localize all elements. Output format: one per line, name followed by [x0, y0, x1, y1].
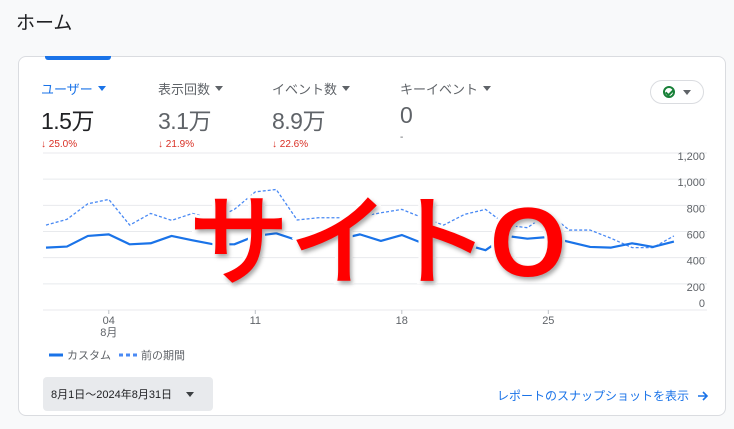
y-tick-label: 1,200: [677, 151, 705, 163]
overlay-watermark-text: サイトO: [187, 187, 569, 297]
active-tab-indicator: [45, 56, 111, 60]
arrow-right-icon: [698, 390, 709, 401]
legend-label-previous: 前の期間: [141, 350, 185, 362]
view-snapshot-label: レポートのスナップショットを表示: [496, 389, 689, 403]
date-range-label: 8月1日～2024年8月31日: [51, 389, 173, 401]
x-tick-sublabel: 8月: [100, 327, 117, 339]
metric-value: 1.5万: [41, 108, 94, 134]
y-tick-label: 1,000: [677, 177, 705, 189]
legend-dashed-swatch: [119, 353, 137, 357]
metric-delta: -: [400, 132, 404, 143]
metric-label: ユーザー: [41, 82, 93, 97]
metric-delta: ↓ 25.0%: [41, 139, 78, 150]
x-tick-label: 11: [250, 315, 261, 327]
legend-solid-swatch: [49, 353, 63, 357]
legend-label-current: カスタム: [67, 350, 111, 362]
x-tick-label: 04: [103, 315, 115, 327]
y-tick-label: 600: [687, 230, 705, 242]
metric-delta: ↓ 21.9%: [158, 139, 195, 150]
metric-users[interactable]: ユーザー 1.5万 ↓ 25.0%: [41, 79, 106, 150]
x-tick-label: 25: [542, 315, 554, 327]
metric-label: キーイベント: [400, 82, 479, 97]
caret-down-icon: [683, 89, 691, 95]
metric-value: 8.9万: [272, 108, 325, 134]
caret-down-icon[interactable]: [342, 86, 351, 91]
metric-value: 0: [400, 102, 413, 128]
y-tick-label: 400: [687, 256, 705, 268]
chart-legend: カスタム 前の期間: [49, 347, 185, 363]
y-tick-label: 0: [699, 298, 705, 310]
metric-value: 3.1万: [158, 108, 211, 134]
metric-key-events[interactable]: キーイベント 0 -: [400, 79, 492, 143]
caret-down-icon: [186, 391, 195, 397]
overview-card: ユーザー 1.5万 ↓ 25.0% 表示回数 3.1万 ↓ 21.9% イベント…: [18, 56, 726, 416]
series-line-previous-period: [45, 188, 675, 249]
page-title: ホーム: [16, 13, 73, 34]
y-tick-label: 200: [687, 282, 705, 294]
caret-down-icon[interactable]: [483, 86, 492, 91]
y-tick-label: 800: [687, 203, 705, 215]
view-snapshot-link[interactable]: レポートのスナップショットを表示: [497, 387, 709, 404]
caret-down-icon[interactable]: [215, 86, 224, 91]
x-tick-label: 18: [396, 315, 408, 327]
metric-views[interactable]: 表示回数 3.1万 ↓ 21.9%: [158, 79, 224, 150]
check-circle-icon: [663, 86, 675, 98]
metric-events[interactable]: イベント数 8.9万 ↓ 22.6%: [272, 79, 351, 150]
date-range-button[interactable]: 8月1日～2024年8月31日: [43, 377, 213, 411]
series-line-current: [45, 232, 675, 252]
metric-label: 表示回数: [158, 82, 211, 97]
metric-label: イベント数: [272, 82, 338, 97]
caret-down-icon[interactable]: [97, 86, 106, 91]
status-dropdown-button[interactable]: [650, 80, 704, 104]
metric-delta: ↓ 22.6%: [272, 139, 309, 150]
